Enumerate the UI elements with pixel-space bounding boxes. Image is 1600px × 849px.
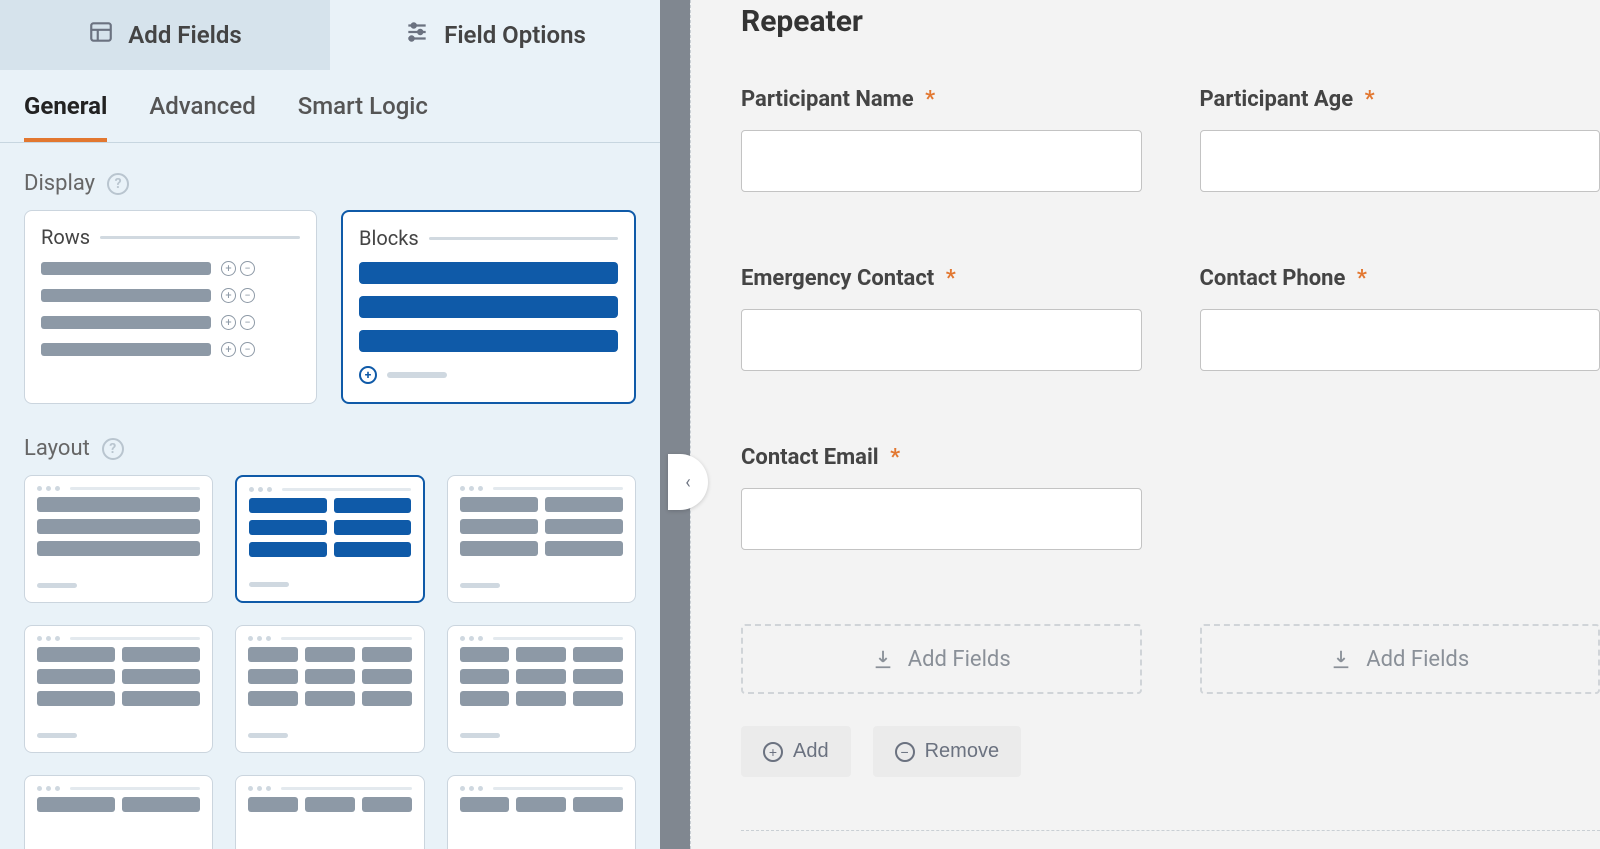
form-field-contact_phone: Contact Phone * xyxy=(1200,266,1600,371)
display-option-rows-label: Rows xyxy=(41,225,90,249)
download-icon xyxy=(872,648,894,670)
field-label: Contact Phone * xyxy=(1200,266,1600,291)
section-layout-label: Layout ? xyxy=(24,436,636,461)
required-asterisk: * xyxy=(946,266,956,291)
field-label: Contact Email * xyxy=(741,445,1142,470)
field-label: Participant Name * xyxy=(741,87,1142,112)
display-option-blocks-label: Blocks xyxy=(359,226,419,250)
add-fields-label: Add Fields xyxy=(908,647,1011,672)
help-icon[interactable]: ? xyxy=(107,173,129,195)
add-fields-dropzone[interactable]: Add Fields xyxy=(1200,624,1600,694)
help-icon[interactable]: ? xyxy=(102,438,124,460)
tab-field-options-label: Field Options xyxy=(444,21,586,49)
decor-line xyxy=(429,237,618,240)
subtab-advanced[interactable]: Advanced xyxy=(149,92,255,142)
layout-option[interactable] xyxy=(24,775,213,849)
section-display-text: Display xyxy=(24,171,95,196)
display-option-blocks[interactable]: Blocks + xyxy=(341,210,636,404)
preview-title: Repeater xyxy=(741,4,1600,39)
plus-icon: + xyxy=(763,742,783,762)
list-icon xyxy=(88,19,114,51)
form-preview: Repeater Participant Name * Participant A… xyxy=(690,0,1600,849)
section-display-label: Display ? xyxy=(24,171,636,196)
panel-divider: ‹ xyxy=(660,0,690,849)
section-layout-text: Layout xyxy=(24,436,90,461)
remove-button[interactable]: − Remove xyxy=(873,726,1021,777)
add-fields-label: Add Fields xyxy=(1366,647,1469,672)
add-button-label: Add xyxy=(793,740,829,763)
participant_name-input[interactable] xyxy=(741,130,1142,192)
sliders-icon xyxy=(404,19,430,51)
form-field-contact_email: Contact Email * xyxy=(741,445,1142,550)
layout-option[interactable] xyxy=(235,775,424,849)
layout-option[interactable] xyxy=(235,625,424,753)
layout-option[interactable] xyxy=(447,475,636,603)
layout-option[interactable] xyxy=(447,625,636,753)
layout-option[interactable] xyxy=(235,475,424,603)
dashed-bottom-edge xyxy=(741,830,1600,831)
add-button[interactable]: + Add xyxy=(741,726,851,777)
required-asterisk: * xyxy=(890,445,900,470)
participant_age-input[interactable] xyxy=(1200,130,1600,192)
sidebar-tabs: Add Fields Field Options xyxy=(0,0,660,70)
emergency_contact-input[interactable] xyxy=(741,309,1142,371)
tab-field-options[interactable]: Field Options xyxy=(330,0,660,70)
required-asterisk: * xyxy=(925,87,935,112)
tab-add-fields-label: Add Fields xyxy=(128,21,241,49)
repeater-actions: + Add − Remove xyxy=(741,726,1600,777)
rows-skeleton: +− +− +− +− xyxy=(41,261,300,357)
sidebar-subtabs: General Advanced Smart Logic xyxy=(0,70,660,143)
contact_phone-input[interactable] xyxy=(1200,309,1600,371)
sidebar: Add Fields Field Options General Advance… xyxy=(0,0,660,849)
field-label: Emergency Contact * xyxy=(741,266,1142,291)
subtab-general[interactable]: General xyxy=(24,92,107,142)
form-field-participant_name: Participant Name * xyxy=(741,87,1142,192)
display-options: Rows +− +− +− +− Blocks xyxy=(24,210,636,404)
subtab-smart-logic[interactable]: Smart Logic xyxy=(298,92,428,142)
download-icon xyxy=(1330,648,1352,670)
layout-option[interactable] xyxy=(24,625,213,753)
decor-line xyxy=(100,236,300,239)
form-field-emergency_contact: Emergency Contact * xyxy=(741,266,1142,371)
layout-options-grid xyxy=(24,475,636,849)
layout-option[interactable] xyxy=(447,775,636,849)
minus-icon: − xyxy=(895,742,915,762)
contact_email-input[interactable] xyxy=(741,488,1142,550)
display-option-rows[interactable]: Rows +− +− +− +− xyxy=(24,210,317,404)
required-asterisk: * xyxy=(1357,266,1367,291)
field-label: Participant Age * xyxy=(1200,87,1600,112)
panel-body: Display ? Rows +− +− +− +− Block xyxy=(0,143,660,849)
form-fields-grid: Participant Name * Participant Age * Emerg… xyxy=(741,87,1600,550)
add-fields-dropzone[interactable]: Add Fields xyxy=(741,624,1142,694)
chevron-left-icon: ‹ xyxy=(685,472,690,493)
remove-button-label: Remove xyxy=(925,740,999,763)
layout-option[interactable] xyxy=(24,475,213,603)
tab-add-fields[interactable]: Add Fields xyxy=(0,0,330,70)
add-fields-placeholders: Add Fields Add Fields xyxy=(741,624,1600,694)
required-asterisk: * xyxy=(1365,87,1375,112)
blocks-skeleton: + xyxy=(359,262,618,384)
form-field-participant_age: Participant Age * xyxy=(1200,87,1600,192)
